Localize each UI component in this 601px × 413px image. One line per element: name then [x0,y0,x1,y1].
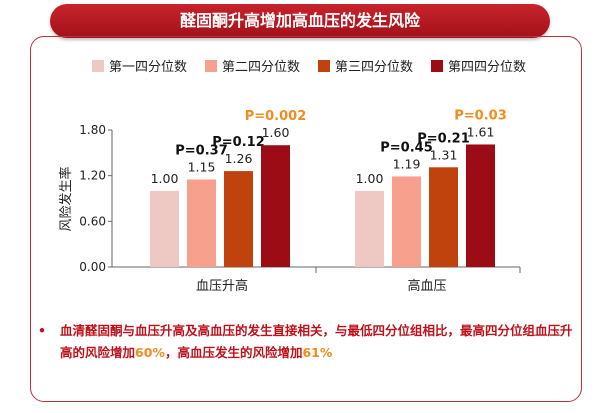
x-category-label: 高血压 [407,278,446,294]
legend-swatch-q2 [205,59,218,72]
bar-value-label: 1.15 [188,159,216,174]
p-value-label: P=0.37 [175,143,228,158]
bar-value-label: 1.60 [262,125,290,140]
note-part2: ，高血压发生的风险增加 [164,345,303,360]
legend-label-q3: 第三四分位数 [335,60,414,75]
bar-1-q1 [150,190,179,267]
bar-2-q3 [429,167,458,267]
bar-2-q2 [392,176,421,267]
bar-value-label: 1.26 [225,151,253,166]
p-value-label: P=0.45 [380,140,433,155]
bar-value-label: 1.61 [467,124,495,139]
bar-value-label: 1.19 [393,156,421,171]
bar-value-label: 1.00 [356,171,384,186]
bar-1-q2 [187,179,216,267]
note-part1: 血清醛固酮与血压升高及高血压的发生直接相关，与最低四分位组相比，最高四分位组血压… [60,323,573,360]
p-value-label: P=0.12 [212,135,265,150]
legend-swatch-q4 [431,59,444,72]
p-value-label: P=0.21 [417,131,470,146]
p-value-label: P=0.002 [245,109,307,124]
p-value-label: P=0.03 [454,108,507,123]
conclusion-note: • 血清醛固酮与血压升高及高血压的发生直接相关，与最低四分位组相比，最高四分位组… [38,320,580,364]
y-tick-label: 0.60 [79,214,106,228]
y-tick-label: 1.80 [79,123,106,137]
legend-label-q4: 第四四分位数 [448,60,527,75]
bar-1-q3 [224,171,253,267]
bar-2-q4 [466,144,495,267]
bar-value-label: 1.00 [151,171,179,186]
bullet-icon: • [38,323,46,338]
legend-label-q1: 第一四分位数 [109,60,188,75]
legend-swatch-q3 [318,59,331,72]
note-pct2: 61% [302,345,333,360]
legend-item-q1: 第一四分位数 [92,56,187,75]
x-category-label: 血压升高 [196,278,248,294]
y-tick-label: 0.00 [79,260,106,274]
legend-item-q4: 第四四分位数 [431,56,526,75]
content-frame [30,36,582,402]
slide-title: 醛固酮升高增加高血压的发生风险 [50,4,550,38]
legend-item-q3: 第三四分位数 [318,56,413,75]
bar-1-q4 [261,145,290,267]
legend-label-q2: 第二四分位数 [222,60,301,75]
note-pct1: 60% [135,345,165,360]
bar-2-q1 [355,190,384,267]
chart-legend: 第一四分位数 第二四分位数 第三四分位数 第四四分位数 [92,56,544,75]
bar-value-label: 1.31 [430,147,458,162]
y-tick-label: 1.20 [79,169,106,183]
y-axis-title: 风险发生率 [58,166,74,231]
note-text: 血清醛固酮与血压升高及高血压的发生直接相关，与最低四分位组相比，最高四分位组血压… [40,320,580,364]
legend-item-q2: 第二四分位数 [205,56,300,75]
legend-swatch-q1 [92,59,104,72]
